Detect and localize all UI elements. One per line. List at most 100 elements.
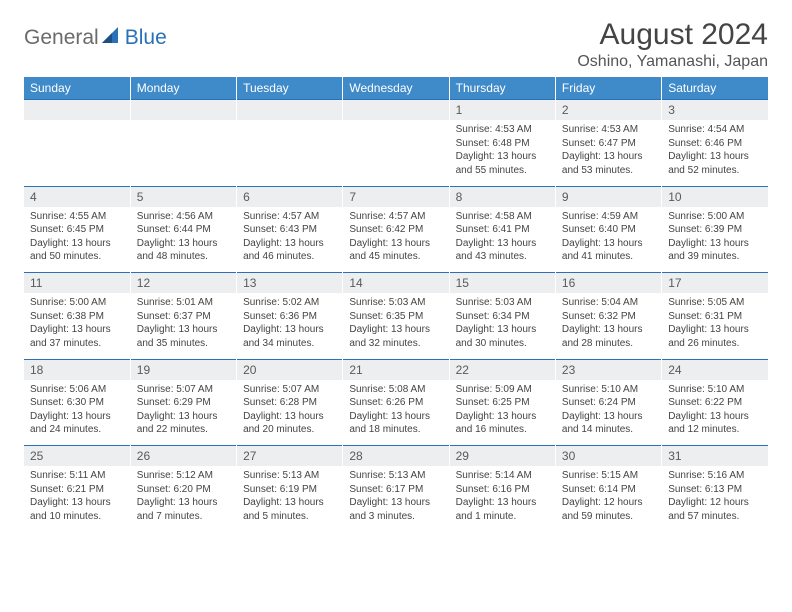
sunset-text: Sunset: 6:19 PM <box>243 483 336 497</box>
day-info-cell: Sunrise: 5:03 AMSunset: 6:34 PMDaylight:… <box>449 293 555 359</box>
sunset-text: Sunset: 6:22 PM <box>668 396 762 410</box>
day-number-cell: 12 <box>130 273 236 294</box>
day-number-cell: 5 <box>130 186 236 207</box>
day-info-cell: Sunrise: 5:07 AMSunset: 6:28 PMDaylight:… <box>237 380 343 446</box>
sunset-text: Sunset: 6:35 PM <box>349 310 442 324</box>
sunrise-text: Sunrise: 5:01 AM <box>137 296 230 310</box>
day-info-cell: Sunrise: 5:02 AMSunset: 6:36 PMDaylight:… <box>237 293 343 359</box>
location-text: Oshino, Yamanashi, Japan <box>577 53 768 71</box>
sunset-text: Sunset: 6:17 PM <box>349 483 442 497</box>
daylight-text: Daylight: 13 hours and 52 minutes. <box>668 150 762 177</box>
daylight-text: Daylight: 13 hours and 34 minutes. <box>243 323 336 350</box>
daylight-text: Daylight: 13 hours and 48 minutes. <box>137 237 230 264</box>
day-info-cell: Sunrise: 5:07 AMSunset: 6:29 PMDaylight:… <box>130 380 236 446</box>
daylight-text: Daylight: 13 hours and 3 minutes. <box>349 496 442 523</box>
calendar-table: Sunday Monday Tuesday Wednesday Thursday… <box>24 77 768 532</box>
day-number-cell: 16 <box>555 273 661 294</box>
sunrise-text: Sunrise: 5:10 AM <box>562 383 655 397</box>
sunrise-text: Sunrise: 5:08 AM <box>349 383 442 397</box>
sunrise-text: Sunrise: 4:56 AM <box>137 210 230 224</box>
sunrise-text: Sunrise: 5:05 AM <box>668 296 762 310</box>
brand-logo: General Blue <box>24 18 167 50</box>
day-info-cell: Sunrise: 4:57 AMSunset: 6:43 PMDaylight:… <box>237 207 343 273</box>
day-number-cell: 31 <box>662 446 768 467</box>
info-row: Sunrise: 4:53 AMSunset: 6:48 PMDaylight:… <box>24 120 768 186</box>
daylight-text: Daylight: 13 hours and 45 minutes. <box>349 237 442 264</box>
sunrise-text: Sunrise: 5:13 AM <box>243 469 336 483</box>
day-info-cell: Sunrise: 4:53 AMSunset: 6:47 PMDaylight:… <box>555 120 661 186</box>
sunset-text: Sunset: 6:44 PM <box>137 223 230 237</box>
daynum-row: 45678910 <box>24 186 768 207</box>
calendar-body: 123Sunrise: 4:53 AMSunset: 6:48 PMDaylig… <box>24 100 768 533</box>
daylight-text: Daylight: 13 hours and 46 minutes. <box>243 237 336 264</box>
daylight-text: Daylight: 13 hours and 43 minutes. <box>456 237 549 264</box>
sunrise-text: Sunrise: 4:53 AM <box>562 123 655 137</box>
day-number-cell: 6 <box>237 186 343 207</box>
weekday-heading: Saturday <box>662 77 768 100</box>
sunset-text: Sunset: 6:21 PM <box>30 483 124 497</box>
day-info-cell: Sunrise: 4:59 AMSunset: 6:40 PMDaylight:… <box>555 207 661 273</box>
day-number-cell: 18 <box>24 359 130 380</box>
sunrise-text: Sunrise: 4:57 AM <box>349 210 442 224</box>
day-number-cell: 10 <box>662 186 768 207</box>
info-row: Sunrise: 5:06 AMSunset: 6:30 PMDaylight:… <box>24 380 768 446</box>
daylight-text: Daylight: 13 hours and 12 minutes. <box>668 410 762 437</box>
sunrise-text: Sunrise: 5:16 AM <box>668 469 762 483</box>
day-number-cell: 30 <box>555 446 661 467</box>
daylight-text: Daylight: 13 hours and 50 minutes. <box>30 237 124 264</box>
sunset-text: Sunset: 6:36 PM <box>243 310 336 324</box>
calendar-header-row: Sunday Monday Tuesday Wednesday Thursday… <box>24 77 768 100</box>
sunset-text: Sunset: 6:40 PM <box>562 223 655 237</box>
day-info-cell: Sunrise: 5:04 AMSunset: 6:32 PMDaylight:… <box>555 293 661 359</box>
brand-text-2: Blue <box>125 26 167 50</box>
header: General Blue August 2024 Oshino, Yamanas… <box>24 18 768 71</box>
sunset-text: Sunset: 6:42 PM <box>349 223 442 237</box>
sunrise-text: Sunrise: 5:14 AM <box>456 469 549 483</box>
sunset-text: Sunset: 6:46 PM <box>668 137 762 151</box>
sunrise-text: Sunrise: 5:15 AM <box>562 469 655 483</box>
day-number-cell <box>24 100 130 121</box>
day-number-cell: 21 <box>343 359 449 380</box>
day-number-cell: 23 <box>555 359 661 380</box>
daylight-text: Daylight: 13 hours and 1 minute. <box>456 496 549 523</box>
daylight-text: Daylight: 13 hours and 28 minutes. <box>562 323 655 350</box>
daylight-text: Daylight: 13 hours and 39 minutes. <box>668 237 762 264</box>
day-info-cell: Sunrise: 4:56 AMSunset: 6:44 PMDaylight:… <box>130 207 236 273</box>
daylight-text: Daylight: 13 hours and 35 minutes. <box>137 323 230 350</box>
day-number-cell: 9 <box>555 186 661 207</box>
day-number-cell: 17 <box>662 273 768 294</box>
daylight-text: Daylight: 13 hours and 22 minutes. <box>137 410 230 437</box>
daylight-text: Daylight: 13 hours and 14 minutes. <box>562 410 655 437</box>
daylight-text: Daylight: 13 hours and 18 minutes. <box>349 410 442 437</box>
sunset-text: Sunset: 6:30 PM <box>30 396 124 410</box>
day-info-cell: Sunrise: 5:11 AMSunset: 6:21 PMDaylight:… <box>24 466 130 532</box>
sunset-text: Sunset: 6:34 PM <box>456 310 549 324</box>
day-number-cell <box>130 100 236 121</box>
day-info-cell: Sunrise: 5:13 AMSunset: 6:17 PMDaylight:… <box>343 466 449 532</box>
weekday-heading: Sunday <box>24 77 130 100</box>
sunrise-text: Sunrise: 5:03 AM <box>349 296 442 310</box>
day-number-cell: 28 <box>343 446 449 467</box>
day-number-cell: 1 <box>449 100 555 121</box>
page-title: August 2024 <box>577 18 768 51</box>
day-number-cell: 3 <box>662 100 768 121</box>
info-row: Sunrise: 5:00 AMSunset: 6:38 PMDaylight:… <box>24 293 768 359</box>
sunrise-text: Sunrise: 5:12 AM <box>137 469 230 483</box>
sunset-text: Sunset: 6:38 PM <box>30 310 124 324</box>
sunset-text: Sunset: 6:45 PM <box>30 223 124 237</box>
sunrise-text: Sunrise: 5:00 AM <box>668 210 762 224</box>
day-info-cell: Sunrise: 5:14 AMSunset: 6:16 PMDaylight:… <box>449 466 555 532</box>
day-info-cell: Sunrise: 5:09 AMSunset: 6:25 PMDaylight:… <box>449 380 555 446</box>
day-info-cell: Sunrise: 5:16 AMSunset: 6:13 PMDaylight:… <box>662 466 768 532</box>
brand-text-1: General <box>24 26 99 50</box>
sunset-text: Sunset: 6:31 PM <box>668 310 762 324</box>
day-info-cell <box>237 120 343 186</box>
sunrise-text: Sunrise: 5:03 AM <box>456 296 549 310</box>
day-info-cell: Sunrise: 4:55 AMSunset: 6:45 PMDaylight:… <box>24 207 130 273</box>
day-number-cell: 24 <box>662 359 768 380</box>
sunset-text: Sunset: 6:47 PM <box>562 137 655 151</box>
day-number-cell: 22 <box>449 359 555 380</box>
sunset-text: Sunset: 6:14 PM <box>562 483 655 497</box>
sunrise-text: Sunrise: 4:57 AM <box>243 210 336 224</box>
sunset-text: Sunset: 6:13 PM <box>668 483 762 497</box>
